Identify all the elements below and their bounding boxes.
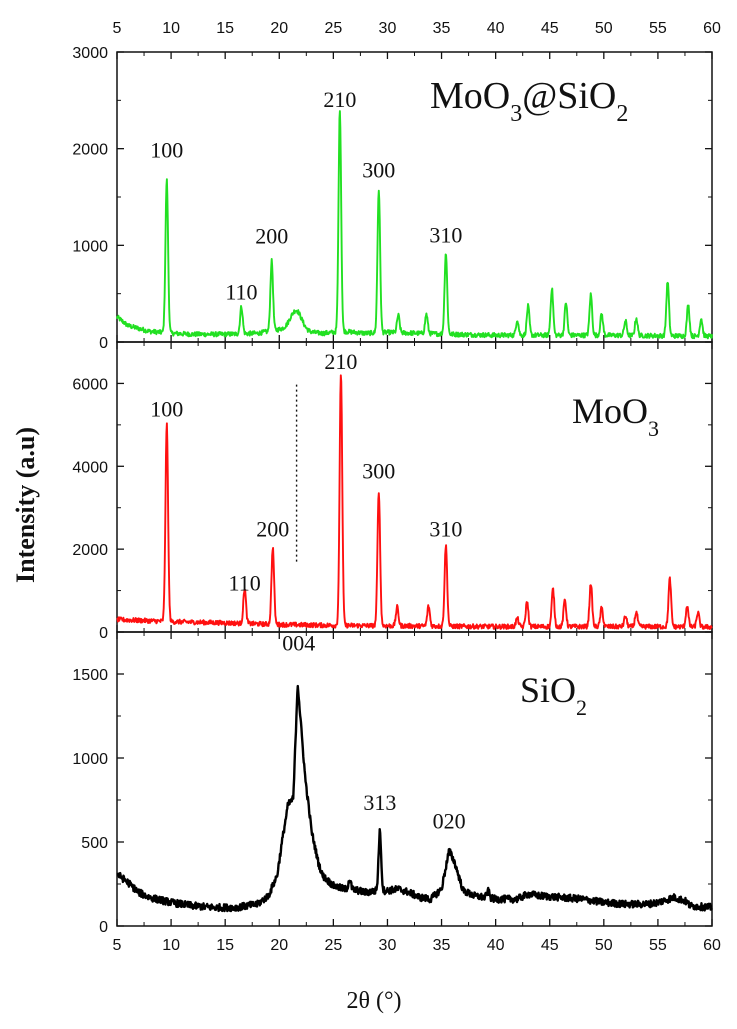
top-tick-label: 30 [379,20,397,37]
bottom-tick-label: 50 [595,937,613,954]
bottom-tick-label: 5 [113,937,122,954]
peak-label: 200 [255,223,288,248]
sample-label: MoO3 [572,391,659,441]
sample-label: MoO3@SiO2 [430,75,628,127]
bottom-tick-label: 20 [270,937,288,954]
peak-label: 110 [229,571,261,596]
diffraction-trace [116,110,713,340]
bottom-tick-label: 25 [324,937,342,954]
formula-text: MoO [572,391,648,431]
bottom-axis-tick-labels: 5 10 15 20 25 30 35 40 45 50 55 60 [113,937,721,954]
top-tick-label: 20 [270,20,288,37]
y-tick-label: 500 [81,835,108,852]
bottom-tick-label: 45 [541,937,559,954]
peak-label: 110 [225,279,257,304]
bottom-tick-label: 60 [703,937,721,954]
panel-frame [116,631,713,927]
formula-text: SiO [520,670,576,710]
peak-label: 004 [282,630,315,655]
y-tick-label: 1500 [72,667,108,684]
diffraction-trace [116,374,713,630]
y-tick-label: 2000 [72,142,108,159]
bottom-tick-label: 35 [433,937,451,954]
y-tick-label: 1000 [72,238,108,255]
top-tick-label: 60 [703,20,721,37]
peak-label: 100 [150,137,183,162]
top-tick-label: 55 [649,20,667,37]
top-axis-tick-labels: 5 10 15 20 25 30 35 40 45 50 55 60 [113,20,721,37]
peak-label: 210 [323,87,356,112]
y-tick-label: 1000 [72,751,108,768]
bottom-tick-label: 15 [216,937,234,954]
y-tick-label: 3000 [72,45,108,62]
formula-subscript: 3 [648,416,659,441]
top-tick-label: 35 [433,20,451,37]
peak-label: 020 [433,809,466,834]
top-tick-label: 45 [541,20,559,37]
top-tick-label: 50 [595,20,613,37]
panel-frame [116,51,713,343]
y-tick-label: 0 [99,919,108,936]
peak-label: 310 [429,222,462,247]
top-tick-label: 5 [113,20,122,37]
peak-label: 313 [363,790,396,815]
formula-text: MoO [430,75,510,117]
bottom-tick-label: 10 [162,937,180,954]
peak-label: 310 [429,517,462,542]
formula-subscript: 3 [510,101,522,127]
peak-label: 100 [150,397,183,422]
y-axis-title: Intensity (a.u) [11,427,40,583]
bottom-tick-label: 40 [487,937,505,954]
sample-label: SiO2 [520,670,587,720]
formula-subscript: 2 [576,695,587,720]
y-tick-label: 6000 [72,376,108,393]
panel-frame [116,341,713,633]
y-tick-label: 0 [99,625,108,642]
top-tick-label: 15 [216,20,234,37]
panel-moo3: 0 2000 4000 6000 100 110 200 210 300 310 MoO3 [72,341,713,642]
formula-text: @SiO [522,75,616,117]
y-tick-label: 4000 [72,459,108,476]
top-tick-label: 10 [162,20,180,37]
panel-sio2: 0 500 1000 1500 004 313 020 SiO2 [72,630,713,936]
y-tick-label: 2000 [72,542,108,559]
peak-label: 210 [324,349,357,374]
panel-moo3-sio2: 0 1000 2000 3000 100 110 200 210 300 310 MoO3@SiO2 [72,45,713,352]
peak-label: 300 [362,158,395,183]
x-axis-title: 2θ (°) [346,988,401,1014]
peak-label: 300 [362,459,395,484]
formula-subscript: 2 [616,101,628,127]
bottom-tick-label: 30 [379,937,397,954]
bottom-tick-label: 55 [649,937,667,954]
diffraction-trace [116,684,713,913]
top-tick-label: 25 [324,20,342,37]
peak-label: 200 [256,517,289,542]
y-tick-label: 0 [99,335,108,352]
top-tick-label: 40 [487,20,505,37]
